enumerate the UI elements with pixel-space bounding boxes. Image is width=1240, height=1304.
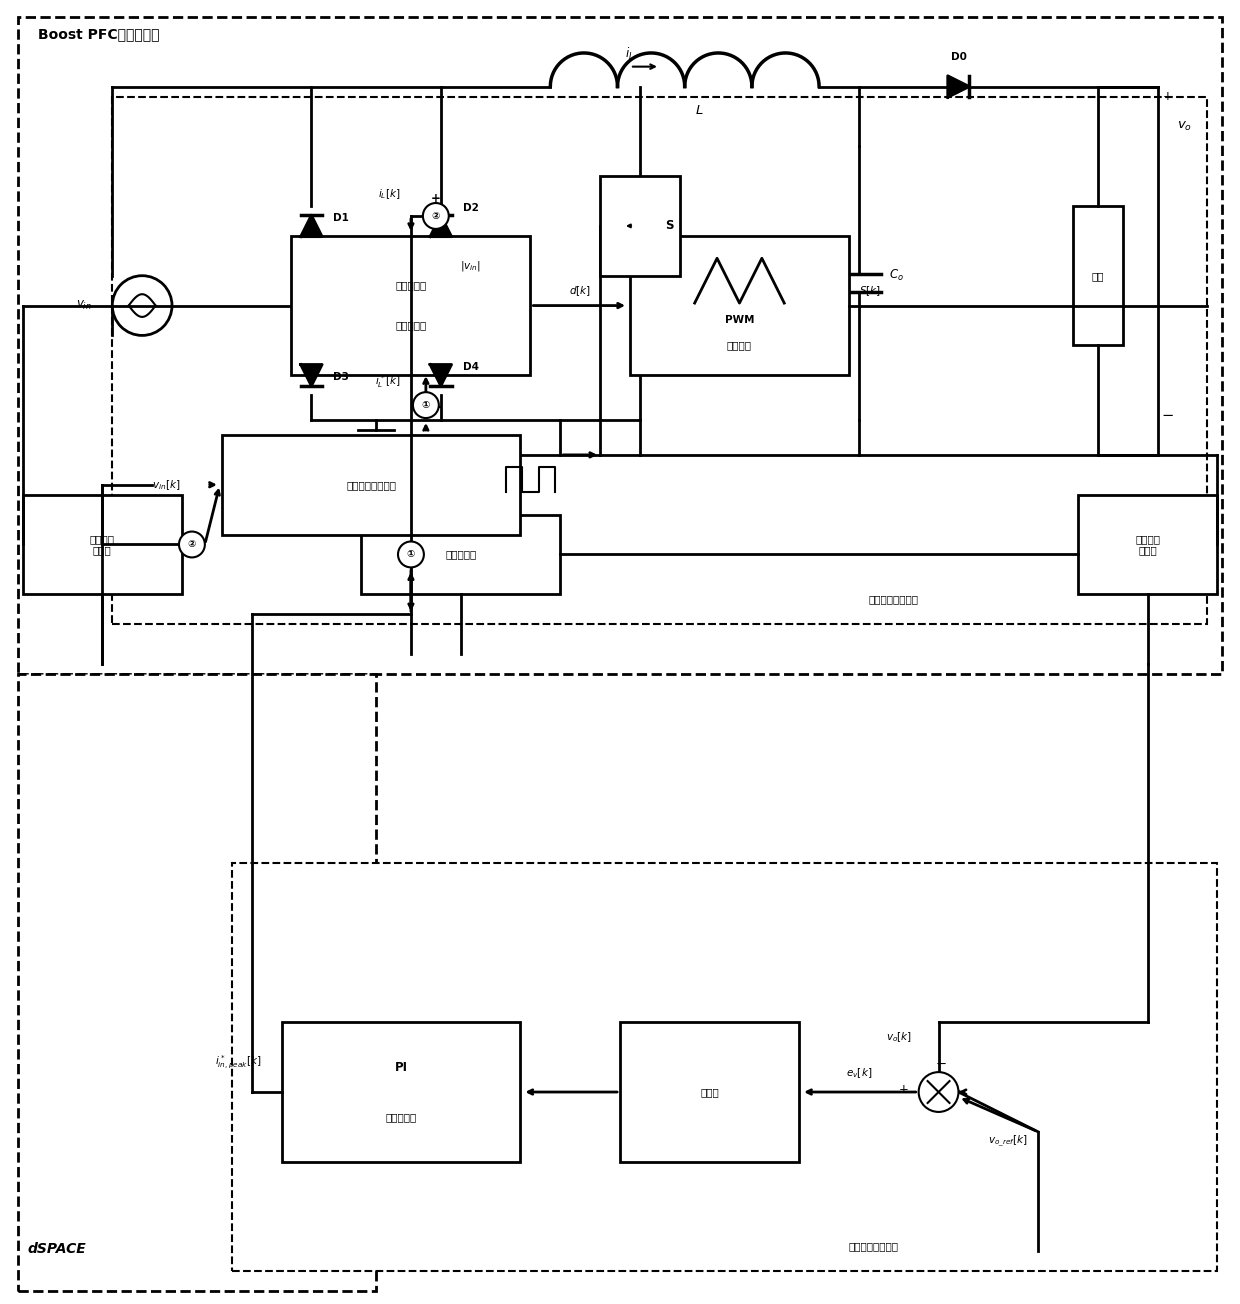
Circle shape	[423, 203, 449, 230]
Bar	[291, 236, 531, 376]
Text: $v_o$: $v_o$	[1178, 120, 1193, 133]
Text: D4: D4	[463, 363, 479, 372]
Text: $i_L^*[k]$: $i_L^*[k]$	[376, 373, 401, 390]
Text: 电压外环控制模块: 电压外环控制模块	[849, 1241, 899, 1252]
Text: 电流控制器: 电流控制器	[396, 321, 427, 330]
Text: D1: D1	[334, 213, 350, 223]
Text: 无模型预测: 无模型预测	[396, 280, 427, 291]
Text: ②: ②	[432, 211, 440, 220]
Text: $|v_{in}|$: $|v_{in}|$	[460, 258, 481, 273]
Text: $i_L[k]$: $i_L[k]$	[378, 188, 401, 201]
Text: 输入电压
传感器: 输入电压 传感器	[89, 533, 115, 556]
Polygon shape	[430, 215, 451, 236]
Text: D2: D2	[463, 203, 479, 213]
Text: S: S	[666, 219, 675, 232]
Bar	[361, 515, 560, 595]
Bar	[281, 1022, 521, 1162]
Text: 参考电流生成模块: 参考电流生成模块	[346, 480, 396, 490]
Text: ①: ①	[422, 400, 430, 411]
Text: $v_{in}$: $v_{in}$	[77, 299, 92, 312]
Text: $v_{o\_ref}[k]$: $v_{o\_ref}[k]$	[988, 1134, 1028, 1149]
Bar	[1073, 206, 1122, 346]
Text: $v_o[k]$: $v_o[k]$	[885, 1030, 911, 1045]
Polygon shape	[430, 365, 451, 386]
Text: 输出电压
传感器: 输出电压 传感器	[1135, 533, 1161, 556]
Text: 电流内环控制模块: 电流内环控制模块	[869, 595, 919, 604]
Text: 调制模块: 调制模块	[727, 340, 751, 351]
Text: +: +	[430, 192, 440, 205]
Polygon shape	[300, 365, 322, 386]
Text: $i_L$: $i_L$	[625, 46, 635, 61]
Bar	[600, 176, 680, 275]
Bar	[1078, 494, 1218, 595]
Bar	[17, 17, 1223, 674]
Text: ②: ②	[187, 540, 196, 549]
Circle shape	[398, 541, 424, 567]
Bar	[17, 674, 376, 1291]
Text: −: −	[430, 399, 443, 415]
Bar	[22, 494, 182, 595]
Text: 负载: 负载	[1091, 271, 1104, 280]
Text: $e_v[k]$: $e_v[k]$	[846, 1067, 872, 1080]
Text: +: +	[1163, 90, 1173, 103]
Text: $S[k]$: $S[k]$	[859, 284, 880, 297]
Polygon shape	[947, 76, 970, 98]
Text: ①: ①	[407, 549, 415, 559]
Text: 滤波器: 滤波器	[701, 1088, 719, 1097]
Text: $v_{in}[k]$: $v_{in}[k]$	[153, 477, 181, 492]
Text: −: −	[1162, 408, 1174, 422]
Text: +: +	[899, 1082, 909, 1095]
Circle shape	[919, 1072, 959, 1112]
Text: D3: D3	[334, 372, 350, 382]
Bar	[113, 96, 1208, 625]
Text: Boost PFC变换器系统: Boost PFC变换器系统	[37, 27, 159, 40]
Circle shape	[413, 393, 439, 419]
Text: $d[k]$: $d[k]$	[569, 284, 591, 297]
Bar	[222, 436, 521, 535]
Text: −: −	[936, 1058, 947, 1071]
Text: D0: D0	[951, 52, 966, 61]
Polygon shape	[300, 215, 322, 236]
Bar	[232, 863, 1218, 1271]
Text: $L$: $L$	[696, 104, 704, 117]
Circle shape	[179, 532, 205, 557]
Text: 电压控制器: 电压控制器	[386, 1112, 417, 1121]
Text: $i^*_{in,peak}[k]$: $i^*_{in,peak}[k]$	[215, 1054, 262, 1071]
Text: $C_o$: $C_o$	[889, 269, 904, 283]
Bar	[620, 1022, 800, 1162]
Text: PI: PI	[394, 1060, 408, 1073]
Text: 电流传感器: 电流传感器	[445, 549, 476, 559]
Bar	[630, 236, 849, 376]
Text: PWM: PWM	[724, 316, 754, 326]
Text: dSPACE: dSPACE	[27, 1243, 87, 1256]
